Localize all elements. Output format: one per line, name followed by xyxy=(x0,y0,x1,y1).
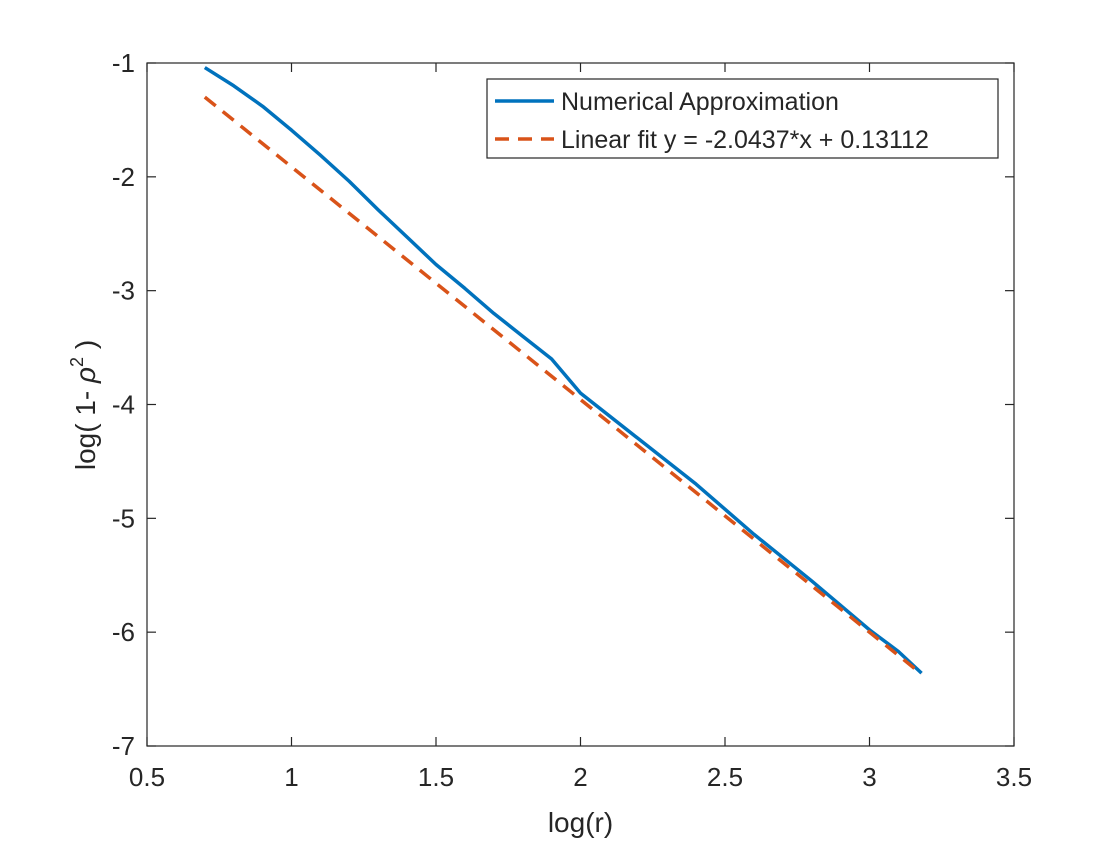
plot-area xyxy=(146,62,1015,747)
series-layer xyxy=(203,66,923,676)
series-line-linear-fit xyxy=(203,95,923,676)
y-axis-label-suffix: ) xyxy=(70,340,101,357)
x-tick-label: 0.5 xyxy=(129,762,165,792)
x-axis-label: log(r) xyxy=(548,807,613,838)
y-axis-ticks: -7 -6 -5 -4 -3 -2 -1 xyxy=(112,48,1014,761)
y-tick-label: -4 xyxy=(112,390,135,420)
y-tick-label: -3 xyxy=(112,276,135,306)
y-axis-label-rho: ρ xyxy=(70,367,101,384)
x-tick-label: 3.5 xyxy=(996,762,1032,792)
series-line-numerical-approximation xyxy=(203,66,923,675)
y-tick-label: -6 xyxy=(112,617,135,647)
x-tick-label: 3 xyxy=(862,762,876,792)
x-tick-label: 1 xyxy=(284,762,298,792)
y-tick-label: -5 xyxy=(112,503,135,533)
y-tick-label: -2 xyxy=(112,162,135,192)
x-tick-label: 2.5 xyxy=(707,762,743,792)
legend: Numerical Approximation Linear fit y = -… xyxy=(486,78,999,159)
legend-box xyxy=(486,78,999,159)
y-axis-label-prefix: log( 1- xyxy=(70,383,101,470)
y-tick-label: -7 xyxy=(112,731,135,761)
legend-label-numerical-approximation: Numerical Approximation xyxy=(561,88,839,116)
x-tick-label: 2 xyxy=(573,762,587,792)
y-axis-label-power: 2 xyxy=(67,357,87,367)
x-tick-label: 1.5 xyxy=(418,762,454,792)
legend-label-linear-fit: Linear fit y = -2.0437*x + 0.13112 xyxy=(561,126,929,154)
x-axis-ticks: 0.5 1 1.5 2 2.5 3 3.5 xyxy=(129,63,1032,792)
y-axis-label: log( 1- ρ2 ) xyxy=(67,340,101,470)
y-tick-label: -1 xyxy=(112,48,135,78)
